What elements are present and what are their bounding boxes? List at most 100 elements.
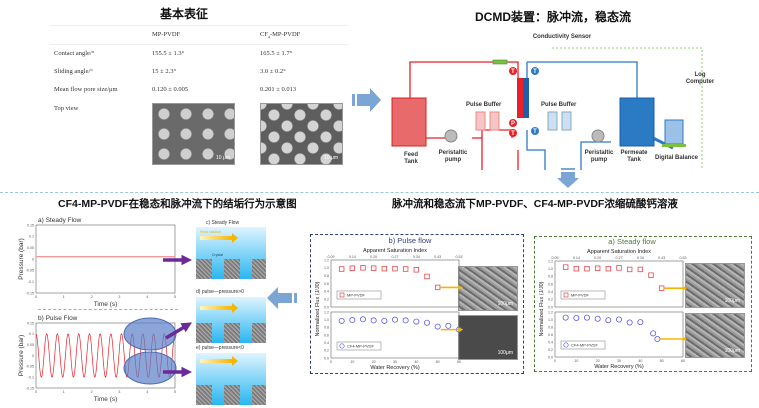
svg-text:T: T — [533, 129, 537, 135]
y-tick-label: 0.6 — [548, 282, 553, 286]
x-tick-label: 4 — [146, 295, 148, 299]
y-tick-label: -0.15 — [26, 386, 34, 390]
sem-image-steady-cf4: 100μm — [685, 313, 745, 358]
y-tick-label: 0.8 — [548, 275, 553, 279]
chart-title: b) Pulse Flow — [38, 315, 78, 322]
data-point-square — [562, 264, 569, 270]
steady-flux-axes: 0.0 0.2 0.4 0.6 0.8 1.0 1.2 MP-PVDF — [548, 259, 688, 309]
data-point-square — [573, 265, 580, 272]
data-point-square — [424, 273, 430, 280]
x-tick-label: 20 — [596, 359, 600, 363]
x-tick-label: 3 — [118, 390, 120, 394]
y-tick-label: 0.6 — [324, 333, 329, 337]
data-point-circle — [654, 335, 661, 342]
sem-image-steady-mp: 100μm — [685, 263, 745, 308]
top-tick-label: 0.34 — [637, 256, 644, 260]
x-tick-label: 5 — [174, 390, 176, 394]
top-tick-label: 0.34 — [413, 255, 420, 259]
x-tick-label: 10 — [574, 359, 578, 363]
cell-value: 15 ± 2.3° — [152, 68, 177, 75]
feed-tank — [391, 97, 427, 147]
x-axis-label: Time (s) — [94, 396, 118, 403]
y-tick-label: 0.2 — [324, 297, 329, 301]
sem-image-pulse-mp: 100μm — [458, 266, 518, 311]
y-tick-label: -0.05 — [26, 269, 34, 273]
y-axis-label: Normalized Flux (J/J0) — [539, 281, 545, 336]
sem-image-cf4-mp-pvdf: 10 μm — [260, 103, 343, 165]
data-point-circle — [584, 314, 591, 321]
plot-frame — [554, 260, 684, 308]
table-divider — [50, 44, 348, 45]
x-tick-label: 5 — [174, 295, 176, 299]
data-point-square — [338, 266, 345, 272]
x-tick-label: 40 — [414, 360, 418, 364]
y-tick-label: 0.4 — [548, 340, 553, 344]
steady-pressure-axes: 0 1 2 3 4 5 0.15 0.1 0.05 0 -0.05 -0.1 -0.15 a) Stead… — [18, 217, 176, 308]
y-tick-label: 1.0 — [324, 266, 329, 270]
arrow-left-icon — [267, 287, 297, 309]
top-axis-label: Apparent Saturation Index — [587, 249, 651, 255]
row-label: Sliding angle/° — [54, 68, 93, 75]
top-tick-label: 0.53 — [680, 256, 687, 260]
y-axis-label: Pressure (bar) — [18, 335, 25, 377]
schematic-c-label: c) Steady Flow — [206, 220, 240, 226]
signal-line — [552, 47, 703, 170]
data-point-circle — [359, 316, 366, 323]
data-point-circle — [562, 314, 569, 321]
y-tick-label: 0 — [32, 257, 34, 261]
data-point-circle — [605, 317, 612, 324]
y-tick-label: 0.8 — [548, 325, 553, 329]
characterization-title: 基本表征 — [160, 7, 209, 21]
x-tick-label: 0 — [35, 295, 37, 299]
legend-box — [560, 290, 606, 300]
legend: MP-PVDF — [560, 290, 606, 300]
data-point-circle — [626, 319, 633, 326]
x-tick-label: 2 — [91, 295, 93, 299]
top-tick-label: 0.14 — [349, 255, 356, 259]
label-digital-balance: Digital Balance — [655, 155, 699, 161]
y-tick-label: 0.8 — [324, 326, 329, 330]
arrow-positive-icon — [165, 322, 193, 340]
schematic-pulse-positive — [196, 297, 266, 343]
highlight-ellipse-negative — [123, 351, 177, 385]
chart-title: a) Steady Flow — [38, 217, 82, 224]
digital-balance — [662, 144, 686, 147]
legend-marker — [339, 292, 345, 298]
y-tick-label: 1.2 — [324, 310, 329, 314]
cell-value: 165.5 ± 1.7° — [260, 50, 293, 57]
data-point-circle — [637, 319, 644, 326]
y-tick-label: -0.1 — [28, 280, 34, 284]
arrow-right-icon — [352, 88, 381, 112]
x-tick-label: 1 — [63, 390, 65, 394]
row-label: Contact angle/° — [54, 50, 95, 57]
legend: CF4-MP-PVDF — [336, 341, 382, 351]
y-tick-label: 0.6 — [548, 333, 553, 337]
data-point-square — [413, 267, 420, 273]
data-point-square — [616, 265, 622, 271]
pulse-flux-axes: 0.0 0.2 0.4 0.6 0.8 1.0 1.2 MP-PVDF — [324, 258, 464, 309]
arrow-down-icon — [557, 168, 579, 188]
data-point-square — [392, 265, 398, 272]
top-tick-label: 0.43 — [658, 256, 665, 260]
legend-label: MP-PVDF — [347, 293, 366, 298]
label-peristaltic-pump-perm: Peristaltic pump — [584, 150, 614, 163]
y-tick-label: 0.0 — [324, 356, 329, 360]
legend-box — [336, 290, 382, 300]
y-tick-label: 0.05 — [27, 343, 34, 347]
y-tick-label: 0.05 — [27, 246, 34, 250]
panel-title: b) Pulse flow — [389, 236, 433, 245]
top-tick-label: 0.09 — [328, 255, 335, 259]
y-tick-label: 1.2 — [548, 310, 553, 314]
cell-value: 3.0 ± 0.2° — [260, 68, 286, 75]
y-tick-label: -0.15 — [26, 291, 34, 295]
highlight-ellipse-positive — [123, 317, 177, 351]
plot-frame — [330, 259, 460, 308]
y-tick-label: 0.1 — [29, 332, 34, 336]
svg-text:T: T — [533, 69, 537, 75]
dcmd-title: DCMD装置：脉冲流，稳态流 — [475, 10, 631, 24]
cell-value: 0.120 ± 0.005 — [152, 86, 189, 93]
data-point-circle — [413, 318, 420, 325]
column-header-cf4: CF4-MP-PVDF — [260, 31, 301, 40]
y-axis-label: Normalized Flux (J/J0) — [315, 281, 321, 336]
